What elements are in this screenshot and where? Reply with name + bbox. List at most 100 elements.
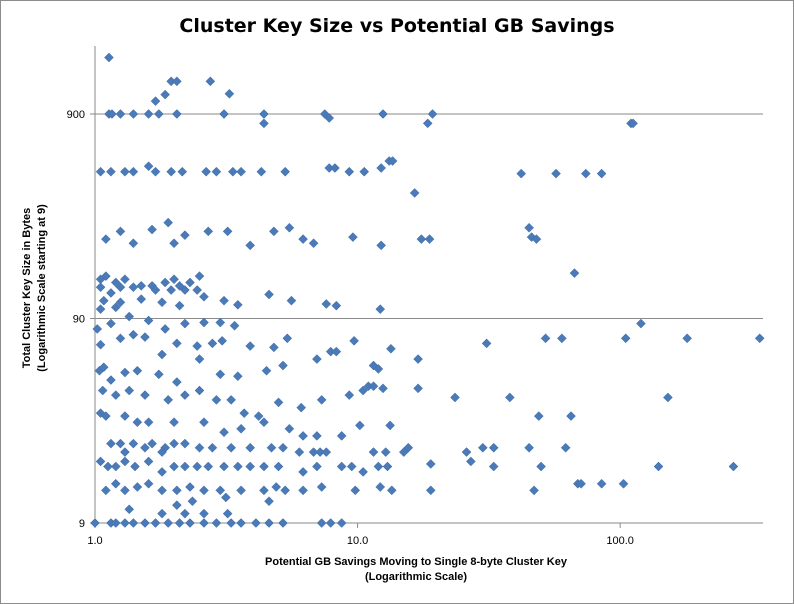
- tick-labels: 9 90 900 1.0 10.0 100.0: [67, 109, 634, 547]
- data-point: [124, 504, 135, 515]
- data-point: [359, 166, 370, 177]
- data-point: [147, 438, 157, 449]
- data-point: [128, 518, 139, 528]
- data-point: [211, 166, 222, 177]
- data-point: [425, 485, 436, 496]
- data-point: [172, 485, 182, 496]
- data-point: [166, 285, 177, 295]
- data-point: [172, 76, 182, 87]
- data-point: [185, 518, 195, 528]
- data-point: [278, 518, 288, 528]
- x-tick-label-1.0: 1.0: [87, 535, 102, 547]
- data-point: [413, 383, 423, 394]
- data-point: [110, 390, 121, 400]
- data-point: [308, 447, 319, 457]
- data-point: [120, 367, 130, 378]
- data-point: [153, 369, 164, 380]
- data-point: [375, 304, 386, 314]
- data-point: [95, 456, 106, 467]
- data-point: [488, 442, 499, 453]
- data-point: [488, 461, 499, 472]
- data-point: [95, 408, 106, 419]
- x-axis-label-line-1: Potential GB Savings Moving to Single 8-…: [265, 556, 567, 568]
- data-point: [380, 447, 391, 457]
- data-point: [336, 461, 347, 472]
- data-point: [207, 338, 218, 349]
- data-point: [373, 364, 384, 374]
- data-point: [316, 395, 327, 405]
- data-point: [358, 385, 368, 396]
- data-point: [185, 482, 195, 492]
- data-point: [140, 518, 150, 528]
- data-point: [403, 442, 414, 453]
- data-point: [169, 438, 179, 449]
- data-point: [224, 88, 235, 99]
- data-points: [90, 52, 765, 528]
- data-point: [194, 385, 205, 396]
- data-point: [259, 485, 269, 496]
- data-point: [177, 166, 188, 177]
- data-point: [106, 438, 116, 449]
- data-point: [203, 461, 214, 472]
- data-point: [344, 166, 355, 177]
- data-point: [504, 392, 515, 403]
- data-point: [386, 343, 396, 354]
- data-point: [378, 383, 388, 394]
- y-axis-label: Total Cluster Key Size in Bytes (Logarit…: [20, 128, 50, 448]
- data-point: [245, 341, 256, 351]
- data-point: [653, 461, 664, 472]
- data-point: [226, 518, 237, 528]
- data-point: [120, 274, 130, 285]
- data-point: [228, 166, 238, 177]
- data-point: [259, 417, 269, 428]
- data-point: [596, 478, 607, 489]
- data-point: [106, 375, 116, 385]
- data-point: [296, 402, 307, 413]
- data-point: [348, 232, 358, 242]
- data-point: [278, 360, 288, 371]
- data-point: [132, 482, 143, 492]
- data-point: [298, 467, 308, 477]
- data-point: [110, 461, 121, 472]
- data-point: [157, 447, 167, 457]
- data-point: [199, 485, 209, 496]
- data-point: [378, 109, 388, 119]
- data-point: [576, 478, 586, 489]
- data-point: [172, 109, 182, 119]
- data-point: [110, 518, 121, 528]
- data-point: [157, 297, 167, 308]
- data-point: [533, 411, 544, 421]
- data-point: [143, 161, 154, 172]
- data-point: [350, 485, 361, 496]
- data-point: [284, 222, 295, 233]
- data-point: [259, 461, 269, 472]
- data-point: [163, 518, 174, 528]
- data-point: [192, 341, 203, 351]
- data-point: [618, 478, 629, 489]
- data-point: [207, 442, 218, 453]
- data-point: [157, 349, 167, 360]
- data-point: [106, 288, 116, 298]
- data-point: [560, 442, 571, 453]
- data-point: [143, 478, 154, 489]
- data-point: [222, 226, 233, 237]
- data-point: [416, 234, 427, 244]
- data-point: [199, 508, 209, 519]
- data-point: [239, 408, 250, 419]
- data-point: [278, 442, 288, 453]
- data-point: [382, 461, 393, 472]
- data-point: [376, 163, 387, 173]
- data-point: [169, 461, 179, 472]
- data-point: [346, 461, 357, 472]
- data-point: [754, 333, 765, 344]
- data-point: [580, 168, 591, 179]
- data-point: [157, 485, 167, 496]
- data-point: [163, 217, 174, 228]
- data-point: [312, 354, 322, 364]
- data-point: [427, 109, 438, 119]
- data-point: [98, 295, 109, 306]
- data-point: [269, 226, 279, 237]
- data-point: [203, 226, 214, 237]
- data-point: [160, 324, 171, 334]
- data-point: [259, 109, 269, 119]
